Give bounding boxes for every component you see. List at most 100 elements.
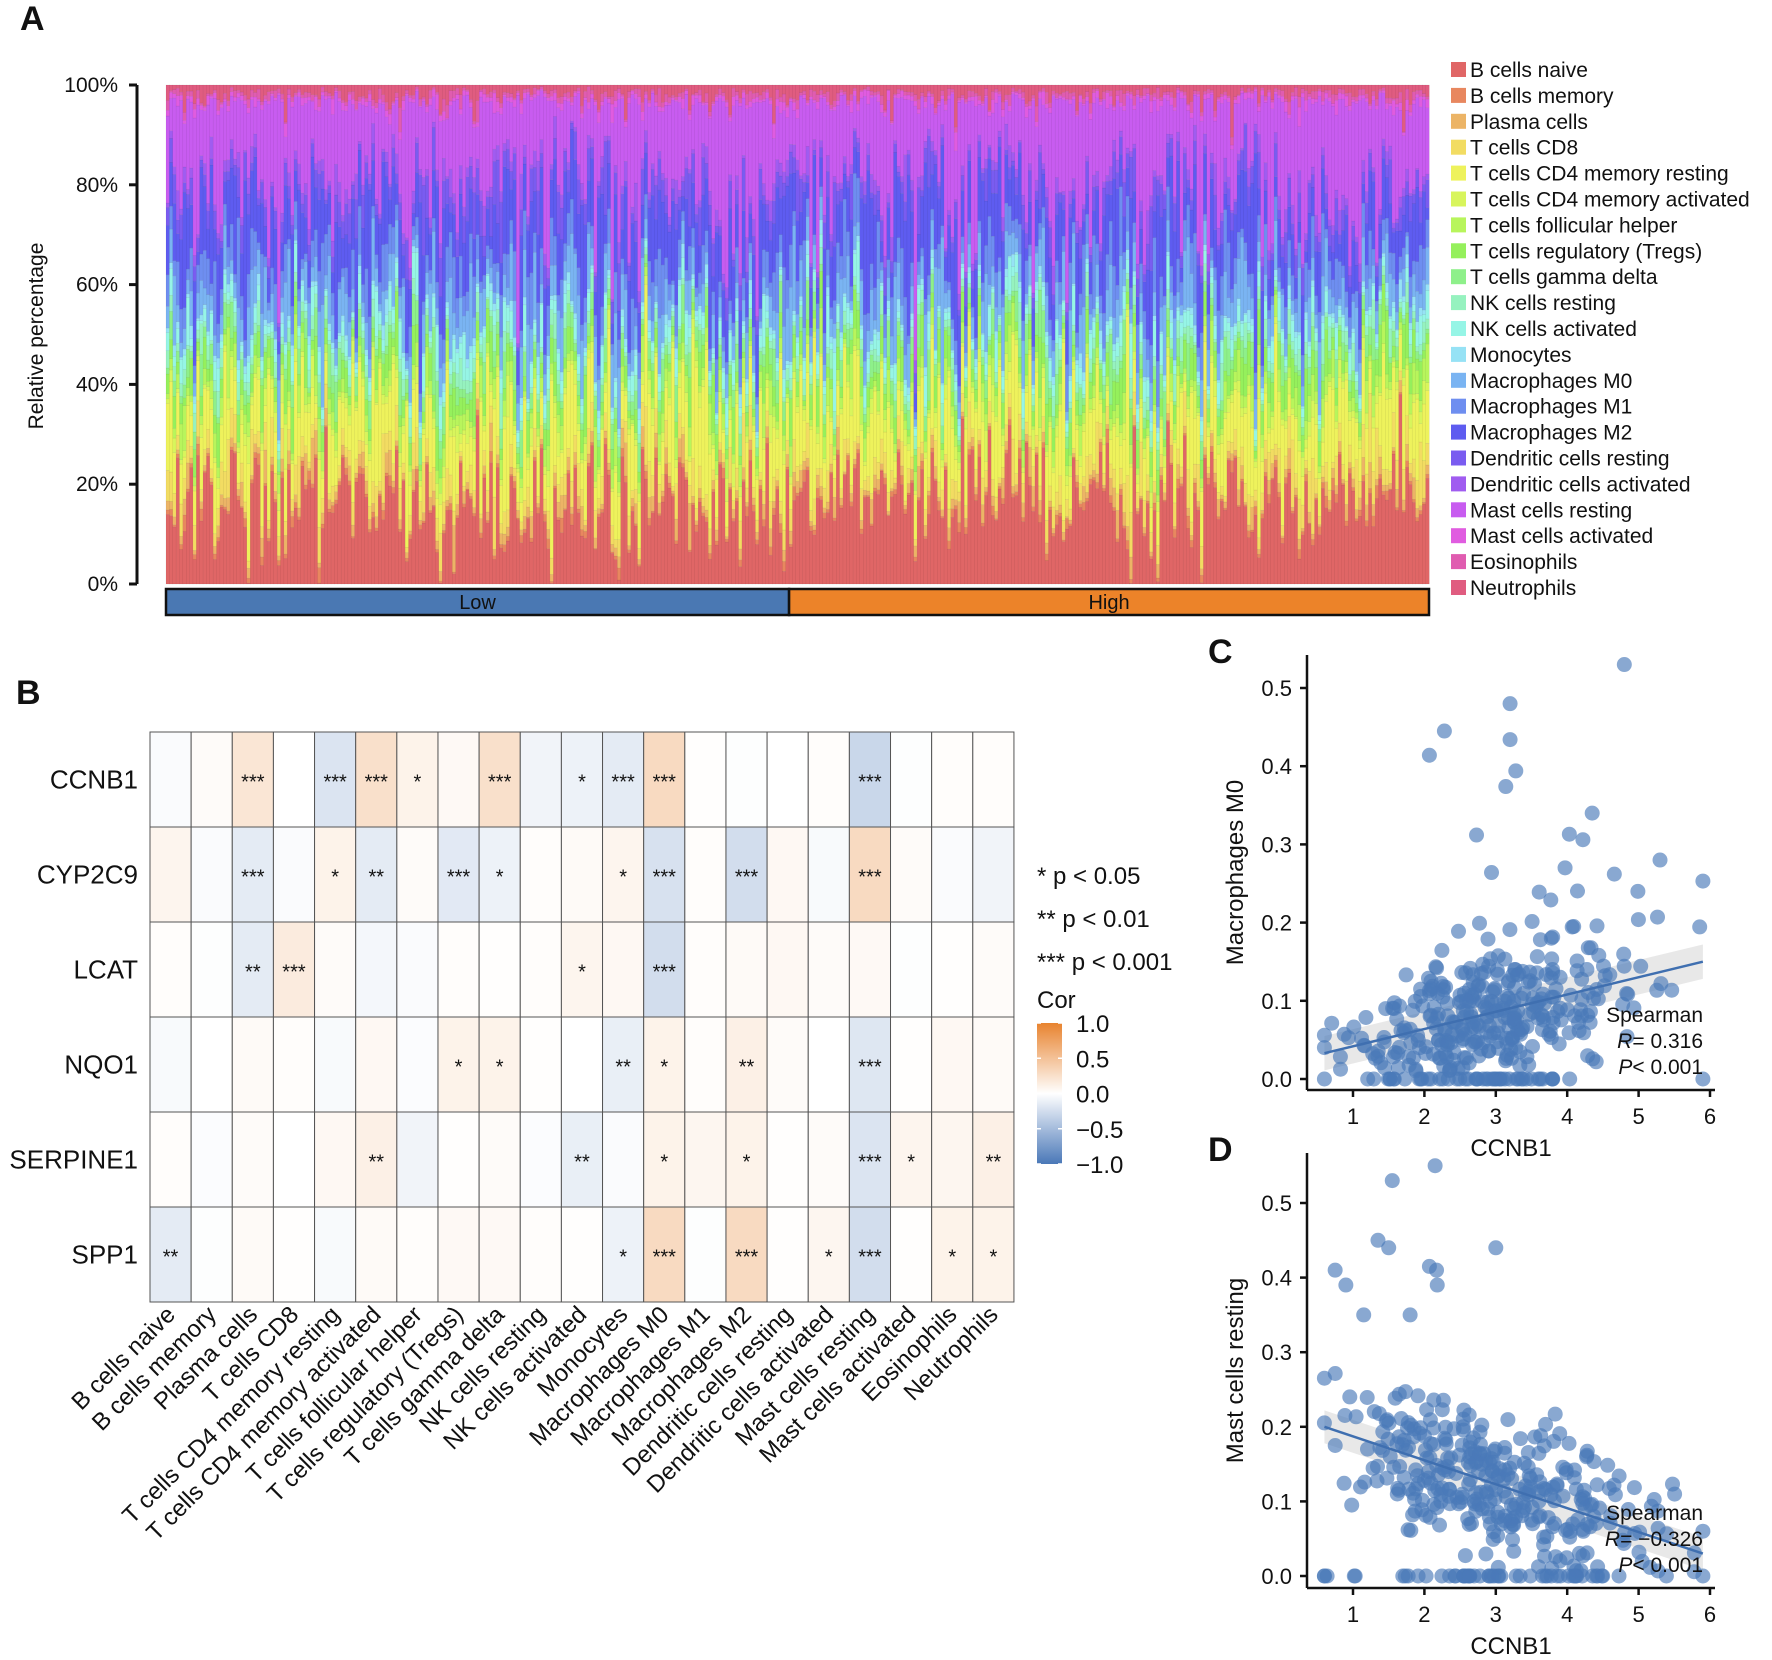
bar-segment xyxy=(196,320,201,331)
bar-segment xyxy=(607,469,612,476)
bar-segment xyxy=(761,99,767,102)
bar-segment xyxy=(819,156,824,187)
bar-segment xyxy=(243,357,248,367)
bar-segment xyxy=(320,95,325,160)
bar-segment xyxy=(505,92,511,98)
bar-segment xyxy=(293,313,298,349)
bar-segment xyxy=(960,321,965,343)
bar-segment xyxy=(344,234,349,268)
bar-segment xyxy=(435,169,440,181)
bar-segment xyxy=(216,537,221,542)
bar-segment xyxy=(209,468,214,479)
bar-segment xyxy=(819,97,824,141)
bar-segment xyxy=(798,175,804,180)
bar-segment xyxy=(590,225,595,249)
bar-segment xyxy=(522,351,527,377)
bar-segment xyxy=(580,459,585,464)
bar-segment xyxy=(930,292,935,308)
bar-segment xyxy=(681,257,686,279)
bar-segment xyxy=(893,489,898,495)
bar-segment xyxy=(896,262,901,300)
bar-segment xyxy=(169,262,174,269)
bar-segment xyxy=(384,377,389,397)
bar-segment xyxy=(923,141,928,149)
bar-segment xyxy=(765,84,770,90)
bar-segment xyxy=(940,516,945,519)
bar-segment xyxy=(839,360,844,388)
bar-segment xyxy=(728,487,733,490)
bar-segment xyxy=(243,501,248,513)
bar-segment xyxy=(179,238,184,310)
bar-segment xyxy=(310,266,315,282)
bar-segment xyxy=(576,84,581,89)
bar-segment xyxy=(330,314,335,343)
bar-segment xyxy=(509,342,514,348)
bar-segment xyxy=(761,295,767,348)
bar-segment xyxy=(179,91,184,96)
bar-segment xyxy=(893,383,898,402)
bar-segment xyxy=(647,517,652,526)
bar-segment xyxy=(415,468,420,482)
bar-segment xyxy=(536,399,541,413)
bar-segment xyxy=(246,436,251,465)
bar-segment xyxy=(627,97,632,104)
bar-segment xyxy=(303,194,308,218)
bar-segment xyxy=(583,366,588,376)
bar-segment xyxy=(505,416,511,511)
bar-segment xyxy=(428,510,433,514)
bar-segment xyxy=(960,267,965,280)
bar-segment xyxy=(950,84,955,90)
bar-segment xyxy=(549,169,554,181)
bar-segment xyxy=(879,112,884,216)
bar-segment xyxy=(849,84,854,95)
bar-segment xyxy=(516,471,521,503)
bar-segment xyxy=(953,364,958,375)
bar-segment xyxy=(209,283,214,296)
bar-segment xyxy=(825,275,831,288)
bar-segment xyxy=(839,182,844,190)
bar-segment xyxy=(485,208,490,246)
bar-segment xyxy=(367,529,372,533)
bar-segment xyxy=(559,452,564,478)
bar-segment xyxy=(896,166,901,173)
bar-segment xyxy=(553,158,558,237)
bar-segment xyxy=(179,84,184,93)
bar-segment xyxy=(192,266,197,282)
bar-segment xyxy=(337,84,342,92)
bar-segment xyxy=(630,371,635,376)
bar-segment xyxy=(957,440,962,446)
bar-segment xyxy=(940,124,945,138)
bar-segment xyxy=(263,98,268,102)
bar-segment xyxy=(270,95,275,183)
bar-segment xyxy=(361,353,366,372)
bar-segment xyxy=(677,96,682,103)
bar-segment xyxy=(303,91,308,98)
bar-segment xyxy=(748,439,753,451)
bar-segment xyxy=(479,352,484,358)
bar-segment xyxy=(337,391,342,397)
bar-segment xyxy=(233,343,238,368)
bar-segment xyxy=(165,84,170,101)
bar-segment xyxy=(782,110,787,172)
bar-segment xyxy=(175,449,180,455)
bar-segment xyxy=(549,581,554,584)
bar-segment xyxy=(920,367,925,378)
bar-segment xyxy=(246,361,251,383)
bar-segment xyxy=(505,139,511,150)
bar-segment xyxy=(704,277,709,284)
bar-segment xyxy=(216,232,221,239)
bar-segment xyxy=(388,186,393,200)
bar-segment xyxy=(495,333,500,356)
bar-segment xyxy=(361,451,366,469)
bar-segment xyxy=(526,486,531,508)
bar-segment xyxy=(455,232,460,240)
bar-segment xyxy=(576,512,581,585)
bar-segment xyxy=(351,312,356,318)
bar-segment xyxy=(886,90,891,101)
bar-segment xyxy=(202,163,207,175)
bar-segment xyxy=(263,256,268,268)
bar-segment xyxy=(630,425,635,491)
bar-segment xyxy=(660,107,665,112)
bar-segment xyxy=(553,472,558,487)
bar-segment xyxy=(738,433,743,457)
